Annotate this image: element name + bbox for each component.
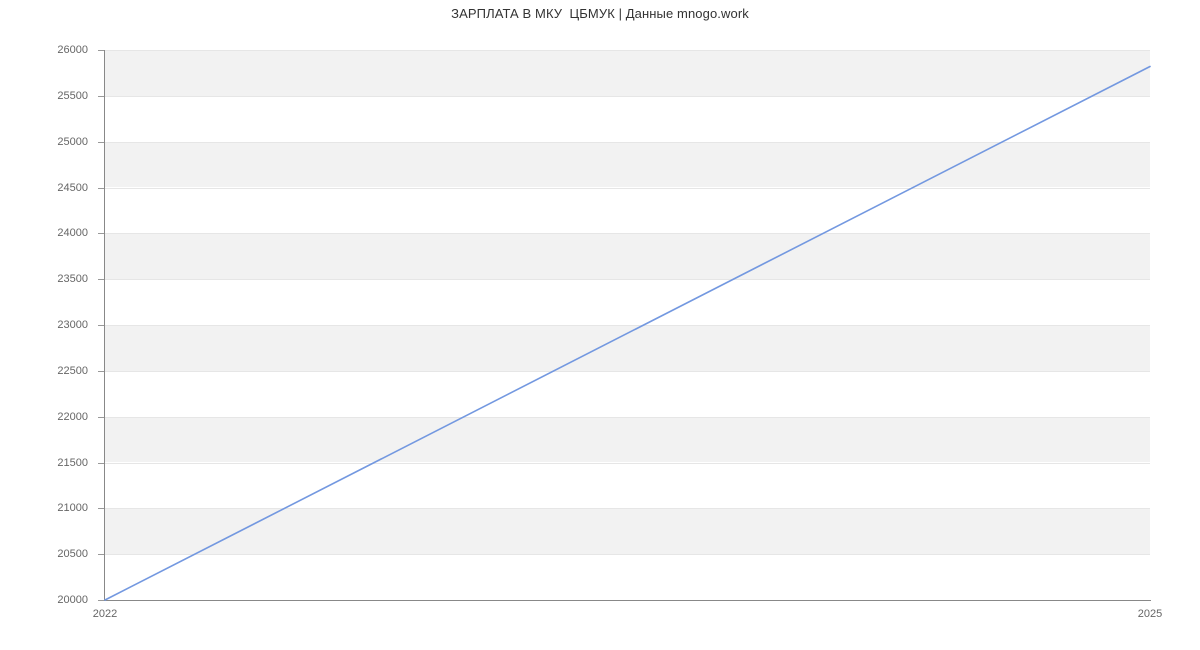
y-axis-tick <box>98 187 104 189</box>
y-axis-tick <box>98 279 104 281</box>
y-axis-tick <box>98 370 104 372</box>
plot-band <box>105 141 1150 188</box>
gridline <box>105 325 1150 326</box>
gridline <box>105 462 1150 464</box>
y-axis-tick-label: 22000 <box>57 410 88 423</box>
plot-band <box>105 416 1150 463</box>
y-axis-tick-label: 24000 <box>57 227 88 240</box>
y-axis-tick-label: 20000 <box>57 594 88 606</box>
y-axis-tick <box>98 50 104 51</box>
y-axis-tick <box>98 600 104 601</box>
y-axis-tick <box>98 141 104 143</box>
gridline <box>105 416 1150 418</box>
plot-band <box>105 325 1150 371</box>
y-axis-tick-label: 26000 <box>57 44 88 56</box>
gridline <box>105 141 1150 143</box>
y-axis-tick-label: 25000 <box>57 135 88 148</box>
gridline <box>105 370 1150 372</box>
x-axis-tick-label: 2022 <box>92 608 118 620</box>
y-axis-tick-label: 20500 <box>57 548 88 561</box>
gridline <box>105 279 1150 281</box>
y-axis-tick-label: 25500 <box>57 89 88 102</box>
y-axis-tick <box>98 325 104 326</box>
gridline <box>105 50 1150 51</box>
x-axis-line <box>105 600 1151 601</box>
plot-band <box>105 50 1150 96</box>
plot-area <box>105 50 1150 601</box>
y-axis-tick <box>98 508 104 510</box>
y-axis-line <box>104 50 105 601</box>
gridline <box>105 508 1150 510</box>
y-axis-tick-label: 21000 <box>57 502 88 515</box>
y-axis-tick <box>98 95 104 97</box>
y-axis-tick-label: 21500 <box>57 456 88 469</box>
plot-band <box>105 233 1150 280</box>
gridline <box>105 187 1150 189</box>
y-axis-tick <box>98 416 104 418</box>
y-axis-tick-label: 22500 <box>57 364 88 377</box>
y-axis-tick-label: 23000 <box>57 319 88 331</box>
chart-title: ЗАРПЛАТА В МКУ ЦБМУК | Данные mnogo.work <box>451 6 749 21</box>
plot-band <box>105 508 1150 555</box>
gridline <box>105 554 1150 556</box>
gridline <box>105 233 1150 235</box>
y-axis-tick-label: 24500 <box>57 181 88 194</box>
y-axis-tick-label: 23500 <box>57 273 88 286</box>
gridline <box>105 95 1150 97</box>
y-axis-tick <box>98 554 104 556</box>
y-axis-tick <box>98 462 104 464</box>
y-axis-tick <box>98 233 104 235</box>
x-axis-tick-label: 2025 <box>1137 608 1163 620</box>
